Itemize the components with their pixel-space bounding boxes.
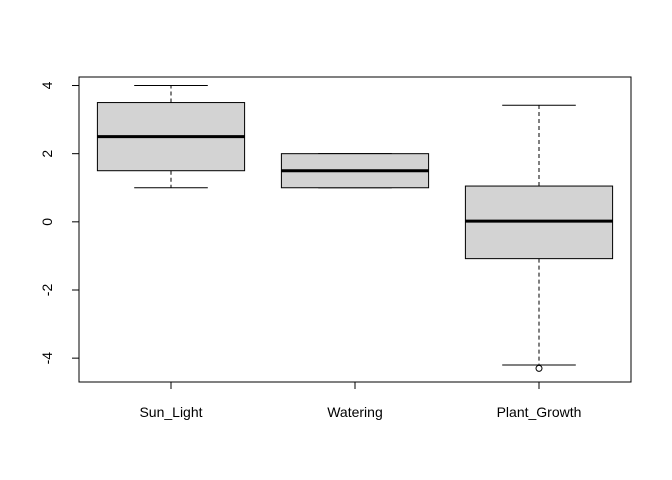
x-axis: Sun_Light Watering Plant_Growth — [139, 381, 582, 420]
y-tick-label: -4 — [39, 352, 55, 365]
x-category-label: Watering — [327, 404, 383, 420]
x-category-label: Sun_Light — [139, 404, 202, 420]
y-axis: -4 -2 0 2 4 — [39, 81, 80, 365]
x-category-label: Plant_Growth — [497, 404, 582, 420]
y-tick-label: -2 — [39, 284, 55, 297]
outlier-point — [535, 364, 543, 372]
y-tick-label: 2 — [39, 150, 55, 158]
y-tick-label: 4 — [39, 81, 55, 89]
y-tick-label: 0 — [39, 218, 55, 226]
boxes-group — [96, 85, 614, 372]
